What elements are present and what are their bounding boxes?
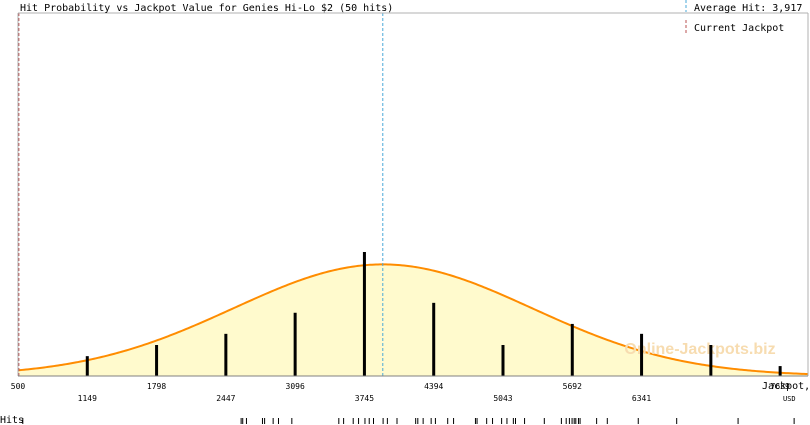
bar bbox=[570, 323, 574, 376]
legend-current-label: Current Jackpot bbox=[694, 23, 784, 34]
bar bbox=[85, 356, 89, 376]
x-tick-label: 7639 bbox=[771, 382, 790, 391]
bar bbox=[640, 333, 644, 376]
x-tick-label: 3745 bbox=[355, 394, 374, 403]
reference-lines bbox=[18, 13, 384, 376]
bars bbox=[85, 252, 782, 376]
x-tick-label: 4394 bbox=[424, 382, 443, 391]
x-tick-label: 5692 bbox=[563, 382, 582, 391]
probability-fill bbox=[18, 264, 808, 376]
bar bbox=[778, 366, 782, 376]
watermark-layer: Online-Jackpots.biz bbox=[624, 341, 775, 358]
watermark: Online-Jackpots.biz bbox=[624, 341, 775, 358]
probability-area bbox=[17, 263, 809, 376]
x-tick-label: 5043 bbox=[493, 394, 512, 403]
x-tick-label: 6341 bbox=[632, 394, 651, 403]
bar bbox=[709, 345, 713, 376]
bar bbox=[362, 252, 366, 376]
bar bbox=[501, 345, 505, 376]
x-tick-label: 3096 bbox=[286, 382, 305, 391]
probability-curve bbox=[17, 263, 809, 376]
x-tick-label: 500 bbox=[11, 382, 26, 391]
plot-frame bbox=[17, 12, 809, 377]
legend: Average Hit: 3,917 Current Jackpot bbox=[685, 0, 802, 34]
x-axis-label: Jackpot, bbox=[762, 381, 810, 392]
x-tick-label: 1149 bbox=[78, 394, 97, 403]
x-axis-ticks: 500 1798 3096 4394 5692 7639 1149 2447 3745 5043 6… bbox=[11, 382, 790, 403]
x-tick-label: 1798 bbox=[147, 382, 166, 391]
bar bbox=[432, 302, 436, 376]
legend-average-label: Average Hit: 3,917 bbox=[694, 3, 802, 14]
chart-title: Hit Probability vs Jackpot Value for Gen… bbox=[20, 3, 393, 14]
hits-row-label: Hits bbox=[0, 415, 24, 425]
bar bbox=[155, 345, 159, 376]
x-tick-label: 2447 bbox=[216, 394, 235, 403]
bar bbox=[224, 333, 228, 376]
hits-rug bbox=[22, 418, 795, 424]
bar bbox=[293, 312, 297, 376]
x-axis-unit: USD bbox=[783, 395, 796, 403]
